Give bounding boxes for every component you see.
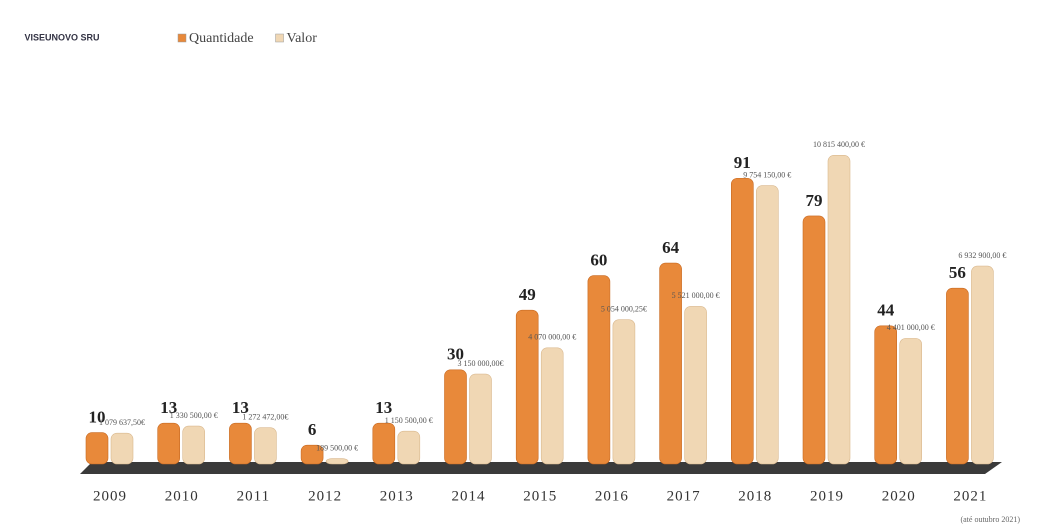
legend-swatch: [275, 33, 284, 43]
data-label: 1 150 500,00 €: [385, 416, 433, 425]
data-label: 13: [232, 398, 249, 417]
bar: [659, 262, 682, 465]
data-label: 1 330 500,00 €: [170, 411, 218, 420]
data-label: 1 272 472,00€: [242, 413, 288, 422]
data-label: 4 070 000,00 €: [528, 333, 576, 342]
data-label: 5 054 000,25€: [601, 305, 647, 314]
bar: [612, 319, 636, 465]
x-tick-label: 2020: [882, 488, 916, 504]
x-tick-label: 2017: [667, 488, 701, 504]
footnote: (até outubro 2021): [960, 515, 1020, 524]
bar: [254, 427, 277, 465]
bar: [110, 432, 134, 465]
bar: [730, 177, 754, 465]
bar: [372, 422, 396, 465]
data-label: 3 150 000,00€: [458, 359, 504, 368]
x-tick-label: 2011: [237, 488, 270, 504]
x-tick-label: 2010: [165, 488, 199, 504]
bar: [874, 325, 898, 465]
bar: [444, 369, 467, 465]
data-label: 6: [308, 420, 317, 439]
data-label: 79: [806, 191, 823, 210]
bar: [540, 347, 564, 465]
x-tick-label: 2014: [452, 488, 486, 504]
bar: [85, 432, 109, 465]
bar: [971, 265, 994, 465]
data-label: 1 079 637,50€: [99, 418, 145, 427]
bar: [684, 306, 707, 465]
bar: [802, 215, 826, 465]
bar: [397, 430, 421, 465]
bar: [899, 338, 923, 465]
x-tick-label: 2013: [380, 488, 414, 504]
x-tick-label: 2012: [308, 488, 342, 504]
data-label: 13: [375, 398, 392, 417]
data-label: 189 500,00 €: [316, 443, 358, 452]
bar: [325, 458, 349, 465]
data-label: 10 815 400,00 €: [813, 140, 865, 149]
legend-label: Quantidade: [189, 31, 254, 46]
x-tick-label: 2009: [93, 488, 127, 504]
legend-label: Valor: [287, 31, 318, 46]
data-label: 44: [877, 301, 895, 320]
data-label: 5 521 000,00 €: [672, 291, 720, 300]
data-label: 10: [89, 408, 106, 427]
data-label: 6 932 900,00 €: [958, 251, 1006, 260]
bar: [300, 444, 324, 465]
legend-swatch: [177, 33, 187, 43]
x-tick-label: 2021: [953, 488, 987, 504]
data-label: 9 754 150,00 €: [743, 170, 791, 179]
bar: [469, 373, 492, 465]
data-label: 64: [662, 238, 680, 257]
brand: VISEUNOVO SRU: [24, 32, 99, 42]
bar: [229, 422, 252, 465]
x-tick-label: 2015: [523, 488, 557, 504]
bar: [182, 425, 205, 465]
data-label: 30: [447, 345, 464, 364]
data-label: 91: [734, 153, 751, 172]
data-label: 13: [160, 398, 177, 417]
bar: [515, 309, 539, 465]
bar: [755, 185, 779, 465]
data-label: 4 401 000,00 €: [887, 323, 935, 332]
bar: [827, 154, 851, 465]
x-tick-label: 2019: [810, 488, 844, 504]
data-label: 49: [519, 285, 536, 304]
data-label: 60: [590, 251, 607, 270]
bar: [157, 422, 180, 465]
floor: [80, 462, 1002, 474]
data-label: 56: [949, 263, 966, 282]
x-tick-label: 2018: [738, 488, 772, 504]
bar: [946, 287, 969, 465]
bar: [587, 275, 611, 465]
x-tick-label: 2016: [595, 488, 629, 504]
